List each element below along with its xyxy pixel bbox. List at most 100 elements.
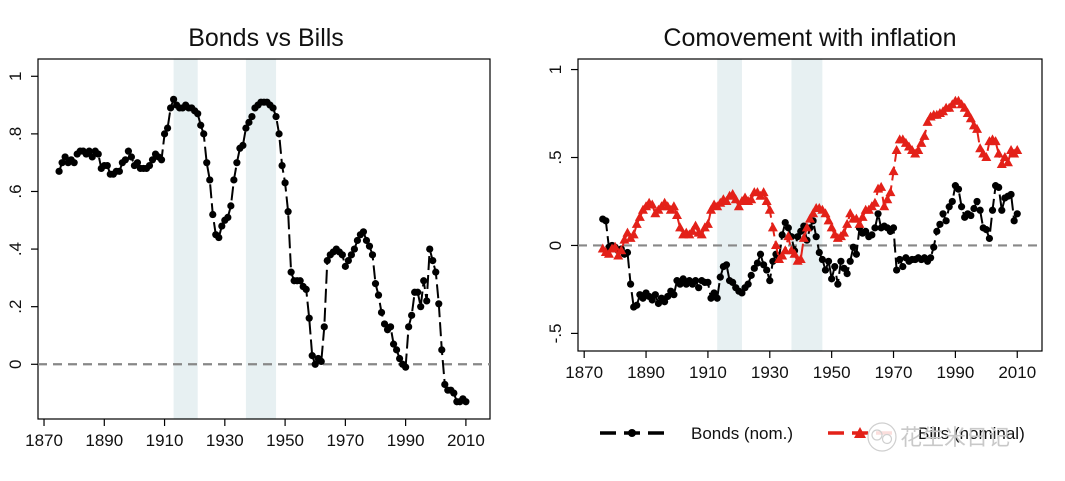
data-point <box>633 301 641 309</box>
data-point <box>94 150 102 158</box>
data-point <box>913 144 924 154</box>
data-point <box>862 227 870 235</box>
data-point <box>647 199 658 209</box>
data-point <box>794 233 802 241</box>
watermark: 花生米日记 <box>867 422 1010 452</box>
data-point <box>85 147 93 155</box>
data-point <box>423 297 431 305</box>
data-point <box>275 130 283 138</box>
data-point <box>710 289 718 297</box>
data-point <box>166 104 175 112</box>
data-point <box>852 250 861 258</box>
data-point <box>869 197 880 207</box>
data-point <box>702 218 713 228</box>
data-point <box>438 346 446 354</box>
data-point <box>837 257 845 265</box>
x-tick-label: 1950 <box>266 431 304 450</box>
data-point <box>362 236 371 245</box>
data-point <box>242 124 250 132</box>
data-point <box>414 288 422 296</box>
data-point <box>948 197 956 206</box>
data-point <box>713 294 721 302</box>
data-point <box>200 130 208 138</box>
y-tick-label: .4 <box>6 242 25 256</box>
x-tick-label: 1950 <box>813 363 851 382</box>
data-point <box>733 201 744 211</box>
data-point <box>891 144 902 154</box>
y-tick-label: 0 <box>546 241 565 250</box>
y-tick-label: -.5 <box>546 323 565 343</box>
data-point <box>347 251 355 259</box>
data-point <box>668 201 679 211</box>
data-point <box>670 291 678 299</box>
data-point <box>371 280 380 288</box>
data-point <box>744 280 752 288</box>
data-point <box>812 233 820 241</box>
data-point <box>722 261 731 269</box>
data-point <box>127 153 136 161</box>
data-point <box>965 113 976 123</box>
data-point <box>676 280 684 288</box>
data-point <box>899 262 907 271</box>
x-tick-label: 2010 <box>998 363 1036 382</box>
data-point <box>350 245 358 253</box>
data-point <box>58 159 66 167</box>
x-tick-label: 1970 <box>326 431 364 450</box>
data-point <box>916 137 927 147</box>
data-point <box>795 254 806 264</box>
data-point <box>985 234 994 243</box>
data-point <box>716 273 724 281</box>
data-point <box>758 187 769 197</box>
legend-bonds-marker <box>628 429 636 437</box>
legend-bills-label: Bills (nominal) <box>918 424 1025 443</box>
data-point <box>435 300 443 308</box>
data-point <box>696 229 707 239</box>
data-point <box>392 346 401 354</box>
data-point <box>729 278 737 286</box>
data-point <box>750 264 758 272</box>
data-point <box>797 227 805 235</box>
data-point <box>896 255 904 264</box>
y-tick-label: .5 <box>546 150 565 164</box>
data-point <box>338 251 346 259</box>
data-point <box>296 277 304 285</box>
data-point <box>230 176 238 184</box>
data-point <box>789 248 800 258</box>
data-point <box>121 156 129 164</box>
data-point <box>778 231 786 239</box>
data-point <box>675 222 686 232</box>
data-point <box>888 166 899 176</box>
data-point <box>834 280 842 288</box>
data-point <box>623 248 632 257</box>
data-point <box>429 257 437 265</box>
comovement-panel: Comovement with inflation 1870 1890 1910 19… <box>546 24 1043 382</box>
x-tick-label: 1990 <box>936 363 974 382</box>
data-point <box>389 340 398 348</box>
data-point <box>690 220 701 230</box>
data-point <box>402 363 410 371</box>
data-point <box>417 303 425 311</box>
legend-bonds-label: Bonds (nom.) <box>691 424 793 443</box>
data-point <box>278 161 286 170</box>
data-point <box>826 222 837 232</box>
plot-frame <box>577 58 1043 352</box>
data-point <box>919 130 930 140</box>
data-point <box>976 206 984 214</box>
plot-area: 1870 1890 1910 1930 1950 1970 1990 2010 -.5 0 .5 1 <box>546 58 1043 382</box>
data-point <box>88 153 96 161</box>
data-point <box>380 320 389 328</box>
data-point <box>820 208 831 218</box>
data-point <box>320 323 328 331</box>
data-point <box>760 261 768 269</box>
data-point <box>954 185 963 193</box>
x-tick-label: 1990 <box>387 431 425 450</box>
data-point <box>1010 217 1018 225</box>
data-point <box>706 204 717 214</box>
data-point <box>602 217 610 225</box>
x-tick-label: 1930 <box>751 363 789 382</box>
data-point <box>359 228 368 236</box>
data-point <box>764 204 775 214</box>
data-point <box>197 121 205 129</box>
data-point <box>747 271 755 279</box>
